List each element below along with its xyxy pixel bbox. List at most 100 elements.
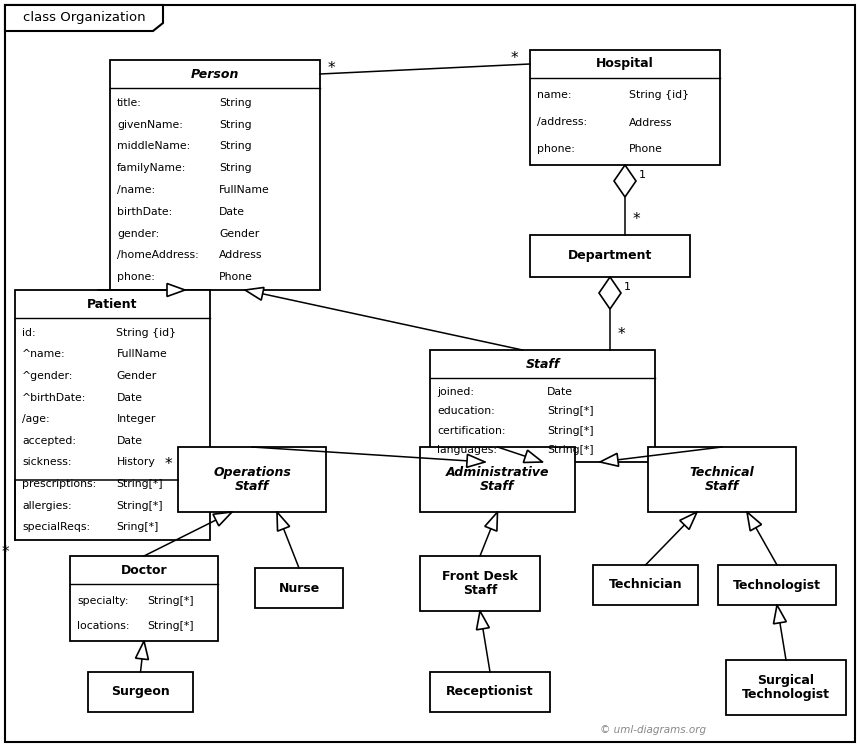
Text: String: String <box>219 120 252 130</box>
Text: Surgical: Surgical <box>758 674 814 687</box>
Polygon shape <box>747 512 761 531</box>
Text: Phone: Phone <box>629 144 663 155</box>
Polygon shape <box>599 277 621 309</box>
Text: ^birthDate:: ^birthDate: <box>22 393 86 403</box>
Text: Address: Address <box>629 117 673 128</box>
Text: phone:: phone: <box>537 144 574 155</box>
Text: © uml-diagrams.org: © uml-diagrams.org <box>600 725 706 735</box>
Text: title:: title: <box>117 98 142 108</box>
Bar <box>593 565 698 605</box>
Text: prescriptions:: prescriptions: <box>22 479 96 489</box>
Polygon shape <box>213 512 232 526</box>
Text: Technician: Technician <box>609 578 682 592</box>
Text: Operations: Operations <box>213 466 291 479</box>
Text: Staff: Staff <box>705 480 740 493</box>
Text: familyName:: familyName: <box>117 164 187 173</box>
Text: String[*]: String[*] <box>547 445 593 455</box>
Text: phone:: phone: <box>117 272 155 282</box>
Text: Phone: Phone <box>219 272 253 282</box>
Polygon shape <box>167 284 185 297</box>
Text: Surgeon: Surgeon <box>111 686 170 698</box>
Text: specialReqs:: specialReqs: <box>22 522 90 532</box>
Text: String[*]: String[*] <box>116 500 163 511</box>
Text: *: * <box>618 327 625 342</box>
Text: Doctor: Doctor <box>120 563 168 577</box>
Polygon shape <box>614 165 636 197</box>
Text: Hospital: Hospital <box>596 58 654 70</box>
Text: Staff: Staff <box>235 480 269 493</box>
Text: Technologist: Technologist <box>733 578 821 592</box>
Text: /address:: /address: <box>537 117 587 128</box>
Polygon shape <box>773 605 786 624</box>
Text: Staff: Staff <box>481 480 514 493</box>
Text: Nurse: Nurse <box>279 581 320 595</box>
Bar <box>718 565 836 605</box>
Text: FullName: FullName <box>219 185 270 195</box>
Text: Receptionist: Receptionist <box>446 686 534 698</box>
Text: /homeAddress:: /homeAddress: <box>117 250 199 261</box>
Text: middleName:: middleName: <box>117 141 190 152</box>
Text: String[*]: String[*] <box>116 479 163 489</box>
Text: Technical: Technical <box>690 466 754 479</box>
Text: Date: Date <box>116 436 143 446</box>
Text: Staff: Staff <box>525 358 560 371</box>
Bar <box>70 556 218 641</box>
Polygon shape <box>679 512 697 530</box>
Text: Integer: Integer <box>116 414 156 424</box>
Text: *: * <box>1 545 9 560</box>
Text: History: History <box>116 457 155 468</box>
Bar <box>110 60 320 290</box>
Bar <box>15 290 210 540</box>
Polygon shape <box>524 450 543 462</box>
Bar <box>530 235 690 277</box>
Text: Front Desk: Front Desk <box>442 570 518 583</box>
Bar <box>420 556 540 611</box>
Text: String[*]: String[*] <box>147 596 194 606</box>
Text: FullName: FullName <box>116 350 167 359</box>
Polygon shape <box>5 5 163 31</box>
Text: Technologist: Technologist <box>742 688 830 701</box>
Polygon shape <box>476 611 489 630</box>
Text: name:: name: <box>537 90 572 101</box>
Text: Gender: Gender <box>219 229 260 238</box>
Text: String {id}: String {id} <box>629 90 689 101</box>
Bar <box>726 660 846 715</box>
Text: birthDate:: birthDate: <box>117 207 172 217</box>
Text: joined:: joined: <box>437 387 474 397</box>
Text: /name:: /name: <box>117 185 155 195</box>
Text: languages:: languages: <box>437 445 497 455</box>
Bar <box>88 672 193 712</box>
Text: accepted:: accepted: <box>22 436 76 446</box>
Text: ^name:: ^name: <box>22 350 65 359</box>
Text: String[*]: String[*] <box>147 622 194 631</box>
Text: String[*]: String[*] <box>547 406 593 416</box>
Bar <box>178 447 326 512</box>
Text: String: String <box>219 164 252 173</box>
Text: 1: 1 <box>639 170 646 180</box>
Text: gender:: gender: <box>117 229 159 238</box>
Text: Staff: Staff <box>463 584 497 597</box>
Text: Address: Address <box>219 250 262 261</box>
Text: allergies:: allergies: <box>22 500 71 511</box>
Polygon shape <box>600 453 618 466</box>
Text: Administrative: Administrative <box>445 466 550 479</box>
Text: *: * <box>633 212 641 227</box>
Text: Department: Department <box>568 249 652 262</box>
Text: Gender: Gender <box>116 371 157 381</box>
Text: education:: education: <box>437 406 494 416</box>
Text: givenName:: givenName: <box>117 120 183 130</box>
Text: class Organization: class Organization <box>22 11 145 25</box>
Text: Date: Date <box>219 207 245 217</box>
Bar <box>430 672 550 712</box>
Text: String[*]: String[*] <box>547 426 593 436</box>
Polygon shape <box>245 288 264 300</box>
Polygon shape <box>136 641 149 660</box>
Text: ^gender:: ^gender: <box>22 371 73 381</box>
Text: Patient: Patient <box>87 297 138 311</box>
Bar <box>430 350 655 462</box>
Text: /age:: /age: <box>22 414 50 424</box>
Text: *: * <box>328 61 335 75</box>
Text: Date: Date <box>547 387 573 397</box>
Text: specialty:: specialty: <box>77 596 128 606</box>
Text: Person: Person <box>191 67 239 81</box>
